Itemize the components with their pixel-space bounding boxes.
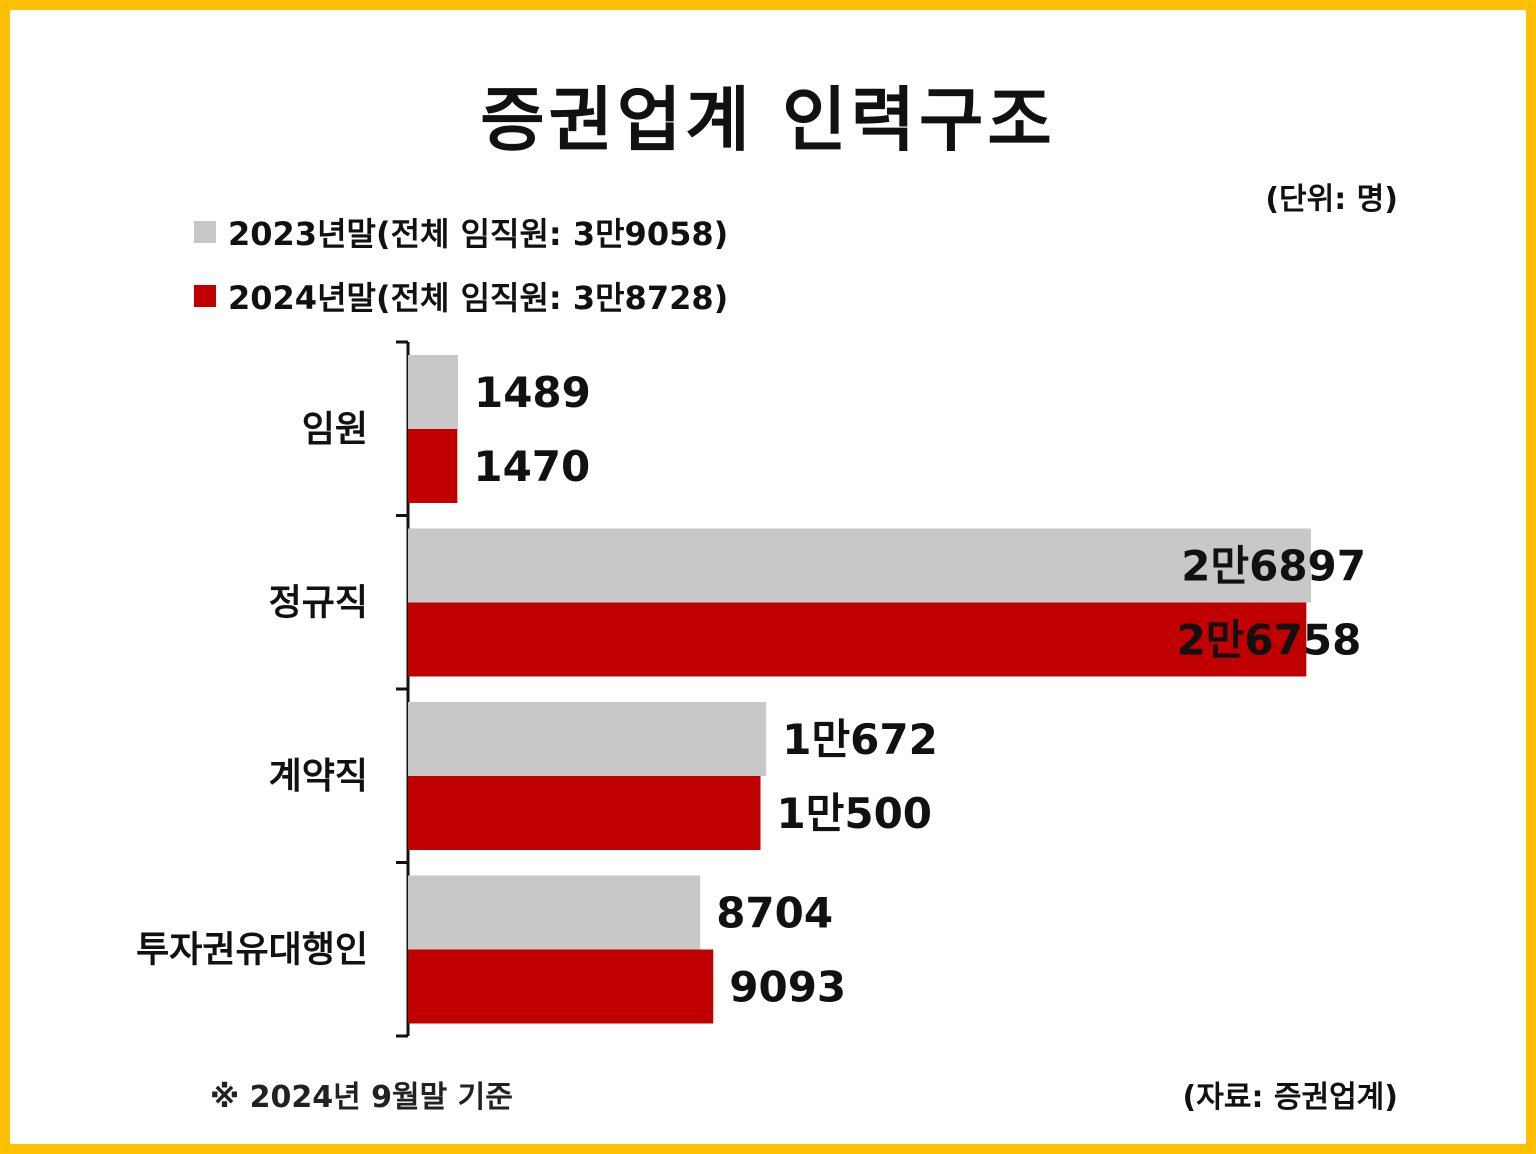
data-label: 1470 [473, 442, 590, 491]
chart-title: 증권업계 인력구조 [480, 79, 1056, 161]
bar-2023 [408, 702, 767, 776]
data-label: 2만6758 [1177, 616, 1362, 665]
data-label: 1만500 [777, 789, 933, 838]
legend-item-2024: 2024년말(전체 임직원: 3만8728) [194, 264, 728, 328]
bar-2024 [408, 602, 1307, 677]
data-label: 1만672 [782, 715, 938, 764]
data-label: 9093 [729, 963, 846, 1012]
category-label: 투자권유대행인 [136, 929, 368, 970]
category-label: 임원 [302, 409, 368, 450]
data-label: 2만6897 [1181, 542, 1366, 591]
unit-note: (단위: 명) [1265, 182, 1398, 217]
bar-2024 [408, 776, 761, 850]
bar-2023 [408, 355, 458, 429]
category-label: 계약직 [269, 756, 368, 797]
category-label: 정규직 [269, 582, 368, 623]
footnote: ※ 2024년 9월말 기준 [210, 1080, 513, 1115]
bar-2024 [408, 949, 714, 1024]
bar-2023 [408, 528, 1311, 603]
source-note: (자료: 증권업계) [1182, 1080, 1398, 1115]
bar-2024 [408, 429, 458, 503]
legend-swatch-2023 [194, 221, 216, 243]
legend: 2023년말(전체 임직원: 3만9058) 2024년말(전체 임직원: 3만… [194, 200, 728, 328]
legend-item-2023: 2023년말(전체 임직원: 3만9058) [194, 200, 728, 264]
data-label: 8704 [716, 889, 833, 938]
legend-label-2023: 2023년말(전체 임직원: 3만9058) [228, 215, 729, 253]
legend-label-2024: 2024년말(전체 임직원: 3만8728) [228, 279, 729, 317]
data-label: 1489 [474, 368, 591, 417]
legend-swatch-2024 [194, 285, 216, 307]
bar-2023 [408, 875, 701, 950]
